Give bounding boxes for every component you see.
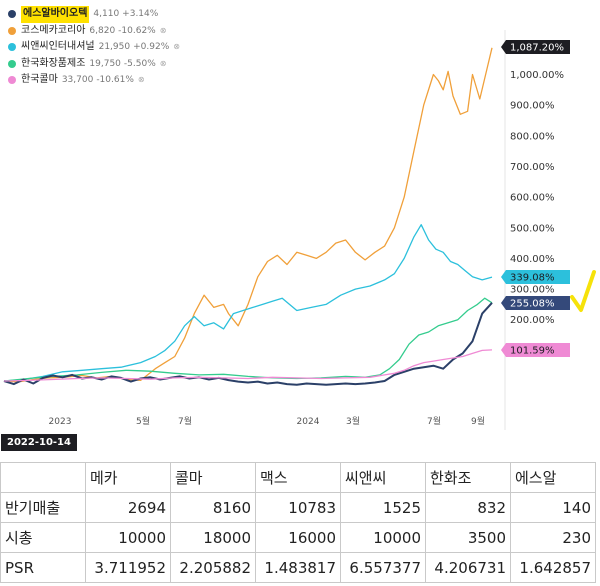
x-tick-label: 9월 [471, 415, 485, 427]
series-lines [3, 47, 493, 386]
end-value-label: 1,087.20% [501, 40, 570, 54]
legend-value: 4,110 [93, 9, 120, 19]
legend-change: -10.61% [96, 75, 134, 85]
table-header-cell: 한화조 [425, 462, 511, 493]
table-cell: 10783 [255, 492, 341, 523]
table-cell: 140 [510, 492, 596, 523]
table-header-cell: 콜마 [170, 462, 256, 493]
y-tick-label: 500.00% [510, 223, 555, 234]
end-value-label: 255.08% [501, 296, 570, 310]
table-cell: 16000 [255, 522, 341, 553]
x-tick-label: 7월 [178, 415, 192, 427]
svg-text:339.08%: 339.08% [510, 273, 555, 284]
legend-item[interactable]: 코스메카코리아 6,820 -10.62% ⊗ [8, 23, 180, 40]
y-tick-label: 900.00% [510, 101, 555, 112]
y-tick-label: 200.00% [510, 315, 555, 326]
y-tick-label: 600.00% [510, 193, 555, 204]
legend-value: 33,700 [61, 75, 94, 85]
remove-series-icon[interactable]: ⊗ [159, 25, 167, 35]
legend-name: 한국콜마 [21, 74, 58, 85]
svg-text:1,087.20%: 1,087.20% [510, 43, 564, 54]
table-row: 시총 10000 18000 16000 10000 3500 230 [0, 522, 596, 553]
table-cell: 1.642857 [510, 552, 596, 583]
x-tick-label: 5월 [136, 415, 150, 427]
y-tick-label: 300.00% [510, 285, 555, 296]
series-line [3, 47, 493, 383]
legend-item[interactable]: 씨앤씨인터내셔널 21,950 +0.92% ⊗ [8, 39, 180, 56]
legend-dot-icon [8, 76, 16, 85]
x-tick-label: 2024 [297, 417, 320, 427]
legend-name: 에스알바이오텍 [21, 6, 90, 23]
table-header-cell: 맥스 [255, 462, 341, 493]
legend-dot-icon [8, 43, 16, 52]
table-header-cell: 씨앤씨 [340, 462, 426, 493]
legend-value: 21,950 [98, 42, 131, 52]
y-tick-label: 400.00% [510, 254, 555, 265]
table-header-row: 메카 콜마 맥스 씨앤씨 한화조 에스알 [0, 462, 596, 493]
table-cell: 1.483817 [255, 552, 341, 583]
x-tick-label: 3월 [346, 415, 360, 427]
table-cell: 2694 [85, 492, 171, 523]
series-line [3, 224, 493, 382]
svg-text:101.59%: 101.59% [510, 346, 555, 357]
table-row-label: PSR [0, 552, 86, 583]
table-cell: 8160 [170, 492, 256, 523]
end-labels: 1,087.20% 339.08% 255.08% 101.59% [501, 40, 570, 357]
table-cell: 1525 [340, 492, 426, 523]
table-cell: 10000 [85, 522, 171, 553]
date-label: 2022-10-14 [1, 434, 77, 451]
end-value-label: 101.59% [501, 343, 570, 357]
psr-table: 메카 콜마 맥스 씨앤씨 한화조 에스알 반기매출 2694 8160 1078… [0, 462, 596, 583]
table-cell: 230 [510, 522, 596, 553]
table-header-cell: 메카 [85, 462, 171, 493]
table-cell: 2.205882 [170, 552, 256, 583]
legend-name: 씨앤씨인터내셔널 [21, 41, 95, 52]
table-row: PSR 3.711952 2.205882 1.483817 6.557377 … [0, 552, 596, 583]
y-axis-ticks: 200.00% 300.00% 400.00% 500.00% 600.00% 700.0… [510, 70, 564, 326]
legend-dot-icon [8, 59, 16, 68]
y-tick-label: 1,000.00% [510, 70, 564, 81]
stock-comparison-chart: 200.00% 300.00% 400.00% 500.00% 600.00% 700.0… [3, 30, 596, 430]
legend-change: -10.62% [118, 25, 156, 36]
table-cell: 4.206731 [425, 552, 511, 583]
yellow-checkmark-annotation [570, 270, 596, 312]
table-cell: 3.711952 [85, 552, 171, 583]
legend-value: 19,750 [89, 58, 121, 69]
table-header-cell: 에스알 [510, 462, 596, 493]
legend: 에스알바이오텍 4,110 +3.14% 코스메카코리아 6,820 -10.62% ⊗ 씨앤… [8, 6, 180, 89]
remove-series-icon[interactable]: ⊗ [137, 75, 145, 84]
series-line [3, 349, 493, 382]
table-row-label: 시총 [0, 522, 86, 553]
svg-text:255.08%: 255.08% [510, 299, 555, 310]
x-axis-ticks: 2023 5월 7월 2024 3월 7월 9월 [49, 415, 485, 427]
legend-change: -5.50% [123, 58, 156, 69]
legend-name: 한국화장품제조 [21, 57, 86, 69]
legend-value: 6,820 [89, 25, 116, 36]
table-cell: 10000 [340, 522, 426, 553]
legend-item[interactable]: 한국콜마 33,700 -10.61% ⊗ [8, 72, 180, 89]
table-row: 반기매출 2694 8160 10783 1525 832 140 [0, 492, 596, 523]
table-cell: 18000 [170, 522, 256, 553]
remove-series-icon[interactable]: ⊗ [173, 42, 180, 51]
end-value-label: 339.08% [501, 270, 570, 284]
table-cell: 832 [425, 492, 511, 523]
x-tick-label: 7월 [427, 415, 441, 427]
legend-dot-icon [8, 26, 16, 35]
table-row-label: 반기매출 [0, 492, 86, 523]
legend-change: +0.92% [133, 42, 170, 52]
legend-dot-icon [8, 10, 16, 19]
legend-change: +3.14% [122, 9, 159, 19]
table-cell: 6.557377 [340, 552, 426, 583]
series-line [3, 297, 493, 382]
legend-item[interactable]: 에스알바이오텍 4,110 +3.14% [8, 6, 180, 23]
series-line [3, 302, 493, 386]
remove-series-icon[interactable]: ⊗ [159, 58, 167, 68]
table-header-cell [0, 462, 86, 493]
y-tick-label: 800.00% [510, 131, 555, 142]
y-tick-label: 700.00% [510, 162, 555, 173]
x-tick-label: 2023 [49, 417, 72, 427]
table-cell: 3500 [425, 522, 511, 553]
legend-name: 코스메카코리아 [21, 24, 86, 36]
legend-item[interactable]: 한국화장품제조 19,750 -5.50% ⊗ [8, 56, 180, 73]
